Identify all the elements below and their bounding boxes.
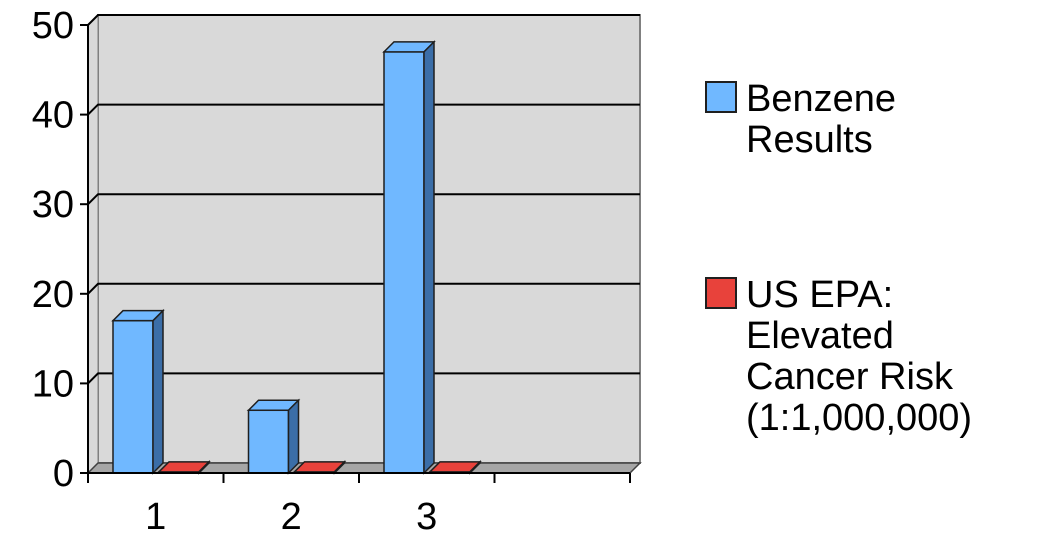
gridline [87,193,640,205]
bar [112,319,154,474]
legend-swatch [705,277,737,309]
y-tick-label: 0 [53,453,74,495]
legend-label: US EPA: [746,274,893,316]
y-tick-label: 30 [32,184,74,226]
gridline [87,282,640,295]
y-tick-label: 50 [32,5,74,47]
gridline [87,103,640,116]
gridline [87,14,640,26]
bar-side [287,398,300,475]
x-tick-label: 1 [145,496,166,535]
legend-label: Results [746,119,873,161]
plot-left-wall [87,13,99,475]
bar [247,409,290,474]
bar-side [152,308,164,475]
y-tick-label: 10 [32,363,74,405]
y-tick-label: 40 [32,95,74,137]
plot-back-wall [97,14,641,464]
bar-side [423,40,435,475]
legend-label: (1:1,000,000) [746,397,972,439]
x-tick-label: 3 [416,496,437,535]
legend-label: Cancer Risk [746,356,954,398]
y-tick-label: 20 [32,274,74,316]
legend-label: Elevated [746,315,894,357]
x-tick-label: 2 [281,496,302,535]
legend-label: Benzene [746,78,896,120]
bar [383,51,425,474]
legend-swatch [705,81,737,113]
gridline [87,372,640,385]
